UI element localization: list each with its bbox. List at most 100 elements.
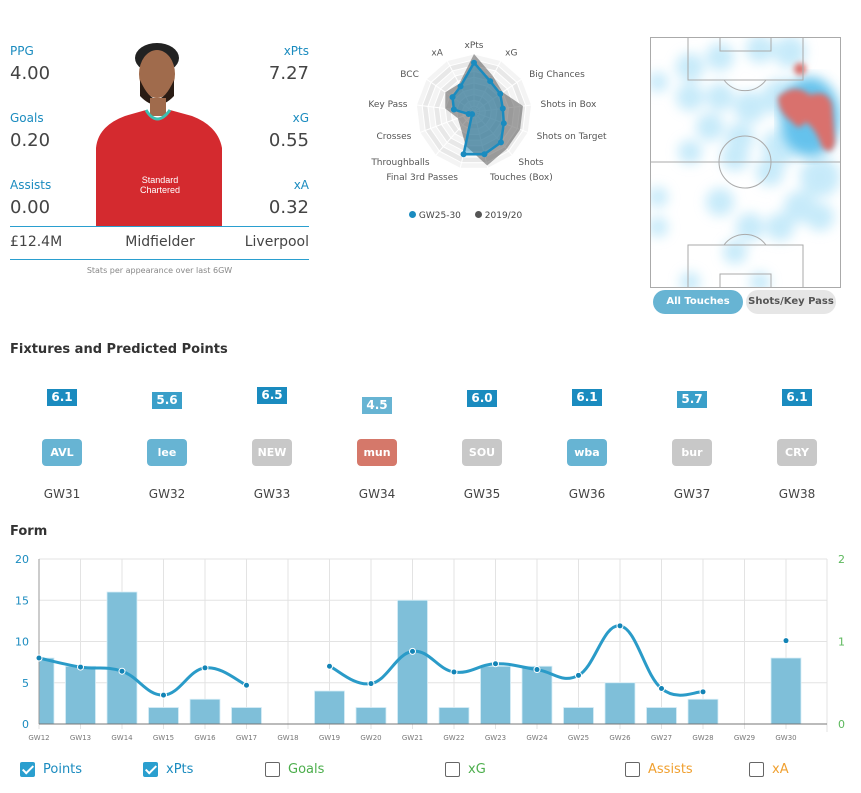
heatmap-pitch [650, 37, 841, 288]
x-tick-label: GW13 [70, 734, 91, 742]
x-tick-label: GW27 [651, 734, 672, 742]
points-bar[interactable] [563, 707, 594, 725]
checkbox[interactable] [143, 762, 158, 777]
opponent-badge: lee [147, 439, 187, 466]
xpts-point[interactable] [201, 664, 209, 672]
xpts-point[interactable] [118, 667, 126, 675]
points-bar[interactable] [480, 665, 511, 725]
svg-text:Chartered: Chartered [140, 185, 180, 195]
points-bar[interactable] [604, 682, 636, 725]
radar-axis-label: xG [505, 49, 517, 59]
points-bar[interactable] [65, 665, 96, 725]
player-position: Midfielder [125, 234, 195, 250]
fixture-gw37[interactable]: 5.7 bur GW37 [662, 380, 722, 510]
predicted-points: 5.7 [677, 391, 707, 408]
points-bar[interactable] [106, 591, 138, 725]
fixture-gw36[interactable]: 6.1 wba GW36 [557, 380, 617, 510]
radar-axis-label: Key Pass [368, 100, 407, 110]
radar-point [465, 111, 472, 118]
points-bar[interactable] [397, 599, 428, 725]
xpts-point[interactable] [533, 666, 541, 674]
xpts-point[interactable] [326, 662, 333, 670]
xpts-point[interactable] [616, 622, 624, 630]
points-bar[interactable] [646, 707, 677, 725]
legend-toggle-xpts[interactable]: xPts [143, 762, 193, 777]
legend-label: xG [468, 762, 486, 777]
y-tick-label: 10 [15, 636, 29, 649]
xpts-point[interactable] [77, 663, 84, 671]
x-tick-label: GW15 [153, 734, 174, 742]
fixture-gw35[interactable]: 6.0 SOU GW35 [452, 380, 512, 510]
x-tick-label: GW29 [734, 734, 755, 742]
radar-point [457, 83, 464, 90]
points-bar[interactable] [521, 665, 553, 725]
gameweek-label: GW37 [673, 487, 711, 501]
xpts-point[interactable] [35, 654, 43, 662]
xpts-point[interactable] [492, 660, 499, 668]
points-bar[interactable] [770, 657, 802, 725]
stats-footnote: Stats per appearance over last 6GW [86, 266, 233, 275]
predicted-points: 6.5 [257, 387, 287, 404]
legend-toggle-goals[interactable]: Goals [265, 762, 324, 777]
fixtures-title: Fixtures and Predicted Points [10, 342, 228, 357]
checkbox[interactable] [625, 762, 640, 777]
legend-toggle-xg[interactable]: xG [445, 762, 486, 777]
xpts-point[interactable] [658, 685, 665, 693]
y-tick-label: 5 [22, 677, 29, 690]
stat-label: Goals [10, 111, 44, 125]
fixture-gw31[interactable]: 6.1 AVL GW31 [32, 380, 92, 510]
xpts-point[interactable] [409, 647, 416, 655]
legend-toggle-xa[interactable]: xA [749, 762, 789, 777]
predicted-points: 4.5 [362, 397, 392, 414]
points-bar[interactable] [438, 707, 470, 725]
legend-toggle-points[interactable]: Points [20, 762, 82, 777]
shots-key-pass-button[interactable]: Shots/Key Pass [746, 290, 836, 314]
predicted-points: 6.1 [47, 389, 77, 406]
fixture-gw38[interactable]: 6.1 CRY GW38 [767, 380, 827, 510]
checkbox[interactable] [20, 762, 35, 777]
gameweek-label: GW36 [568, 487, 606, 501]
points-bar[interactable] [38, 657, 55, 725]
player-price: £12.4M [10, 234, 63, 250]
checkbox[interactable] [445, 762, 460, 777]
checkbox[interactable] [265, 762, 280, 777]
opponent-badge: SOU [462, 439, 502, 466]
gameweek-label: GW33 [253, 487, 291, 501]
legend-toggle-assists[interactable]: Assists [625, 762, 693, 777]
xpts-point[interactable] [160, 691, 167, 699]
xpts-line [38, 656, 248, 697]
points-bar[interactable] [148, 707, 179, 725]
xpts-point[interactable] [782, 637, 790, 645]
all-touches-button[interactable]: All Touches [653, 290, 743, 314]
fixture-gw33[interactable]: 6.5 NEW GW33 [242, 380, 302, 510]
opponent-badge: mun [357, 439, 397, 466]
opponent-badge: AVL [42, 439, 82, 466]
checkbox[interactable] [749, 762, 764, 777]
xpts-point[interactable] [450, 668, 458, 676]
points-bar[interactable] [231, 707, 262, 725]
legend-label: Points [43, 762, 83, 777]
x-tick-label: GW17 [236, 734, 257, 742]
xpts-point[interactable] [367, 680, 375, 688]
points-bar[interactable] [189, 698, 221, 725]
radar-point [481, 151, 488, 158]
legend-label: Goals [288, 762, 325, 777]
radar-point [487, 78, 494, 85]
legend-dot-icon [474, 211, 482, 218]
xpts-point[interactable] [575, 671, 582, 679]
gameweek-label: GW35 [463, 487, 501, 501]
legend-label: 2019/20 [484, 211, 523, 221]
points-bar[interactable] [314, 690, 345, 725]
radar-point [460, 151, 467, 158]
legend-item[interactable]: GW25-30 [409, 211, 461, 221]
fixture-gw32[interactable]: 5.6 lee GW32 [137, 380, 197, 510]
xpts-point[interactable] [699, 688, 707, 696]
gameweek-label: GW31 [43, 487, 81, 501]
divider [10, 259, 309, 260]
fixture-gw34[interactable]: 4.5 mun GW34 [347, 380, 407, 510]
xpts-point[interactable] [243, 681, 250, 689]
points-bar[interactable] [687, 698, 719, 725]
player-team: Liverpool [244, 234, 309, 250]
legend-item[interactable]: 2019/20 [474, 211, 523, 221]
points-bar[interactable] [355, 707, 387, 725]
